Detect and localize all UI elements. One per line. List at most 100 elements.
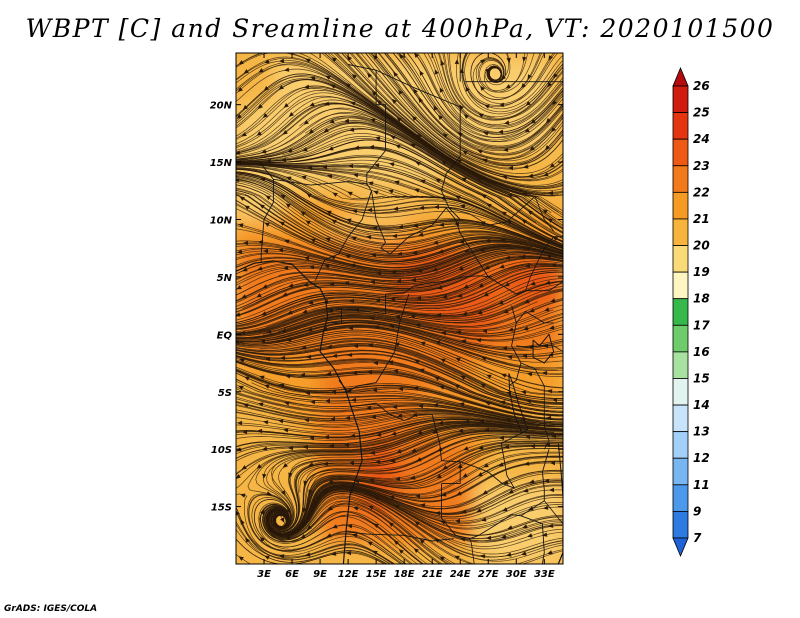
streamline: [236, 270, 558, 330]
colorbar-label: 26: [693, 79, 710, 93]
border-niger-chad: [366, 70, 386, 186]
streamline-arrow: [282, 463, 288, 468]
west-coastline: [236, 260, 363, 564]
lat-tick-label: 10N: [210, 216, 233, 227]
border-uganda: [515, 310, 554, 324]
streamline: [251, 382, 563, 424]
streamline-arrow: [481, 194, 487, 199]
streamline-arrow: [442, 294, 448, 299]
streamline: [236, 176, 563, 252]
streamline: [263, 345, 563, 405]
lat-tick-label: 5N: [217, 273, 233, 284]
streamline-arrow: [436, 474, 442, 479]
streamline-arrow: [482, 158, 488, 163]
streamline: [280, 322, 563, 358]
streamline-arrow: [441, 160, 447, 165]
streamline: [373, 53, 563, 162]
streamline-arrow: [308, 489, 313, 495]
streamline-arrow: [324, 264, 330, 269]
streamline-arrow: [498, 129, 504, 134]
border-chad-car: [371, 190, 461, 255]
streamline-arrow: [346, 550, 352, 556]
streamline-arrow: [546, 415, 552, 421]
streamline-arrow: [261, 311, 267, 316]
streamline: [236, 411, 563, 428]
colorbar-swatch: [672, 165, 689, 193]
streamlines: [236, 53, 563, 564]
streamline: [236, 163, 563, 247]
streamline-arrow: [522, 56, 527, 62]
streamline: [341, 53, 563, 178]
streamline: [236, 245, 551, 272]
streamline-arrow: [442, 133, 448, 138]
streamline-arrow: [433, 240, 439, 245]
colorbar-swatch: [672, 484, 689, 512]
streamline-arrow: [528, 506, 534, 511]
streamline: [236, 275, 563, 332]
streamline-arrow: [281, 157, 287, 162]
streamline-arrow: [522, 524, 528, 529]
streamline: [244, 194, 563, 258]
lake-tanganyika: [508, 373, 528, 434]
streamline: [236, 178, 563, 253]
streamline-arrow: [396, 117, 402, 122]
streamline-arrow: [411, 277, 417, 282]
streamline-arrow: [526, 237, 532, 242]
lon-tick-label: 12E: [338, 569, 359, 580]
streamline-arrow: [367, 541, 373, 546]
streamline-arrow: [529, 308, 535, 313]
streamline-arrow: [461, 509, 467, 514]
streamline-arrow: [347, 191, 353, 196]
streamline: [236, 420, 563, 447]
streamline-arrow: [278, 85, 284, 90]
lat-tick-label: 10S: [211, 445, 232, 456]
streamline: [413, 53, 563, 139]
streamline-arrow: [350, 433, 356, 438]
streamline-arrow: [263, 248, 268, 254]
streamline: [236, 257, 554, 316]
streamline-arrow: [484, 104, 490, 109]
streamline-arrow: [463, 446, 469, 451]
streamline-arrow: [507, 525, 513, 530]
streamline-arrow: [389, 162, 395, 167]
streamline-arrow: [263, 420, 269, 425]
streamline-arrow: [395, 476, 401, 481]
streamline-arrow: [410, 143, 416, 148]
colorbar-swatch: [672, 457, 689, 486]
lon-tick-label: 6E: [285, 569, 299, 580]
streamline-arrow: [439, 222, 445, 227]
streamline-arrow: [238, 385, 244, 390]
streamline-arrow: [396, 449, 402, 454]
streamline: [396, 53, 563, 148]
streamline: [277, 304, 563, 332]
streamline: [447, 53, 563, 120]
streamline-arrow: [483, 292, 489, 297]
streamline: [236, 135, 563, 238]
streamline-arrow: [459, 68, 465, 74]
streamline-arrow: [418, 232, 424, 237]
streamline-arrow: [432, 267, 438, 272]
streamline: [236, 249, 563, 284]
colorbar-label: 25: [693, 106, 710, 120]
streamline: [236, 251, 563, 296]
border-nigeria-cameroon: [314, 190, 372, 281]
streamline: [236, 359, 563, 415]
streamline: [443, 53, 563, 120]
border-equatorial-guinea: [327, 309, 343, 324]
streamline-arrow: [237, 249, 243, 254]
streamline: [236, 333, 563, 395]
streamline: [236, 507, 392, 564]
lat-tick-label: 15N: [210, 158, 233, 169]
streamline-arrow: [441, 492, 447, 497]
streamline-arrow: [306, 193, 312, 198]
streamline: [236, 355, 563, 412]
streamline-arrow: [353, 506, 359, 511]
streamline-arrow: [327, 506, 333, 511]
streamline-arrow: [433, 403, 439, 408]
streamline-arrow: [547, 550, 553, 555]
streamline-arrow: [330, 416, 335, 422]
streamline-arrow: [433, 105, 438, 111]
streamline: [284, 297, 563, 329]
streamline-arrow: [480, 383, 486, 388]
border-drc-east: [508, 305, 522, 387]
